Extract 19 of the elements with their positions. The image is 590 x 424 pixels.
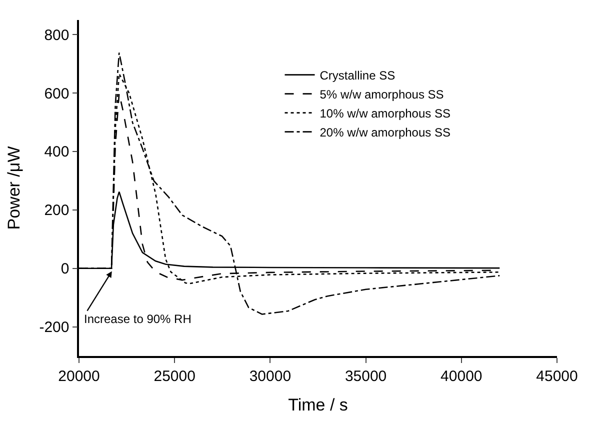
- y-axis-title: Power /μW: [4, 146, 24, 230]
- x-tick-label: 30000: [249, 368, 292, 385]
- y-tick-label: -200: [39, 319, 70, 336]
- x-tick-label: 40000: [440, 368, 482, 385]
- y-tick-label: 800: [44, 26, 70, 44]
- y-tick-label: 600: [44, 85, 70, 102]
- x-tick-label: 25000: [154, 368, 196, 385]
- annotation: Increase to 90% RH: [84, 312, 192, 326]
- legend-label: Crystalline SS: [320, 68, 396, 82]
- legend-label: 20% w/w amorphous SS: [320, 126, 450, 140]
- legend-label: 5% w/w amorphous SS: [320, 88, 444, 102]
- y-tick-label: 400: [44, 144, 70, 161]
- x-tick-label: 20000: [58, 368, 100, 385]
- x-tick-label: 35000: [344, 368, 387, 385]
- y-tick-label: 0: [60, 260, 70, 278]
- x-tick-label: 45000: [536, 368, 578, 385]
- x-axis-title: Time / s: [288, 396, 348, 415]
- legend-label: 10% w/w amorphous SS: [320, 106, 450, 120]
- y-tick-label: 200: [44, 202, 70, 220]
